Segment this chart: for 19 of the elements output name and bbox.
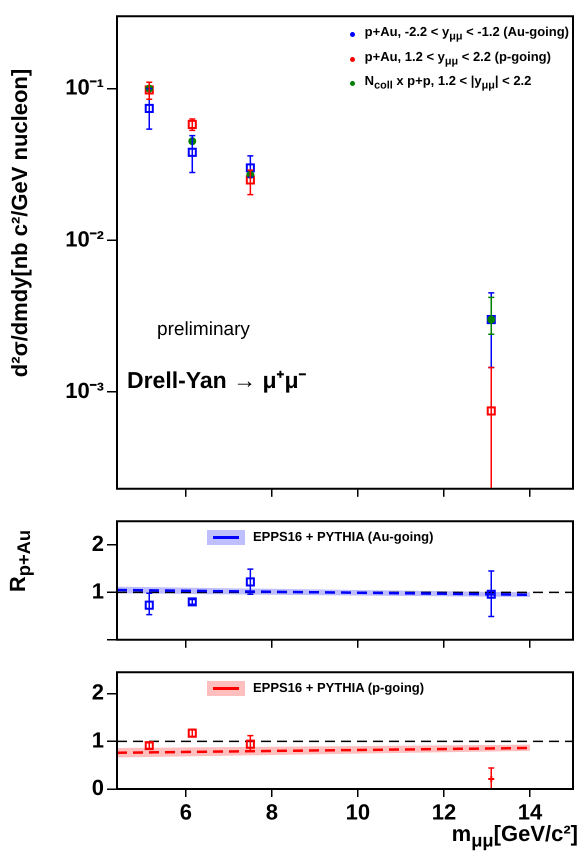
legend-label: p+Au, 1.2 < y$_{μμ}$ < 2.2 (p-going) — [364, 48, 551, 70]
x-tick-label: 8 — [266, 799, 278, 824]
y-tick-label: 10⁻³ — [65, 378, 104, 404]
legend-label: EPPS16 + PYTHIA (p-going) — [253, 679, 424, 698]
x-tick-label: 6 — [180, 799, 192, 824]
y-tick-label: 1 — [92, 578, 104, 604]
y-tick-label: 1 — [92, 727, 104, 752]
x-tick-label: 10 — [346, 799, 370, 824]
legend-label: N$_{coll}$ x p+p, 1.2 < |y$_{μμ}$| < 2.2 — [364, 72, 532, 94]
y-tick-label: 2 — [92, 680, 104, 705]
y-axis-title: d²σ/dmdy[nb c²/GeV nucleon] — [7, 68, 33, 377]
annotation: preliminary — [157, 318, 251, 341]
y-tick-label: 10⁻² — [65, 226, 104, 252]
y-tick-label: 10⁻¹ — [65, 74, 104, 100]
y-tick-label: 0 — [92, 775, 104, 800]
annotation: Drell-Yan → μ⁺μ⁻ — [127, 366, 307, 395]
legend-label: EPPS16 + PYTHIA (Au-going) — [253, 528, 434, 546]
y-tick-label: 2 — [92, 530, 104, 556]
legend-label: p+Au, -2.2 < y$_{μμ}$ < -1.2 (Au-going) — [364, 23, 569, 45]
